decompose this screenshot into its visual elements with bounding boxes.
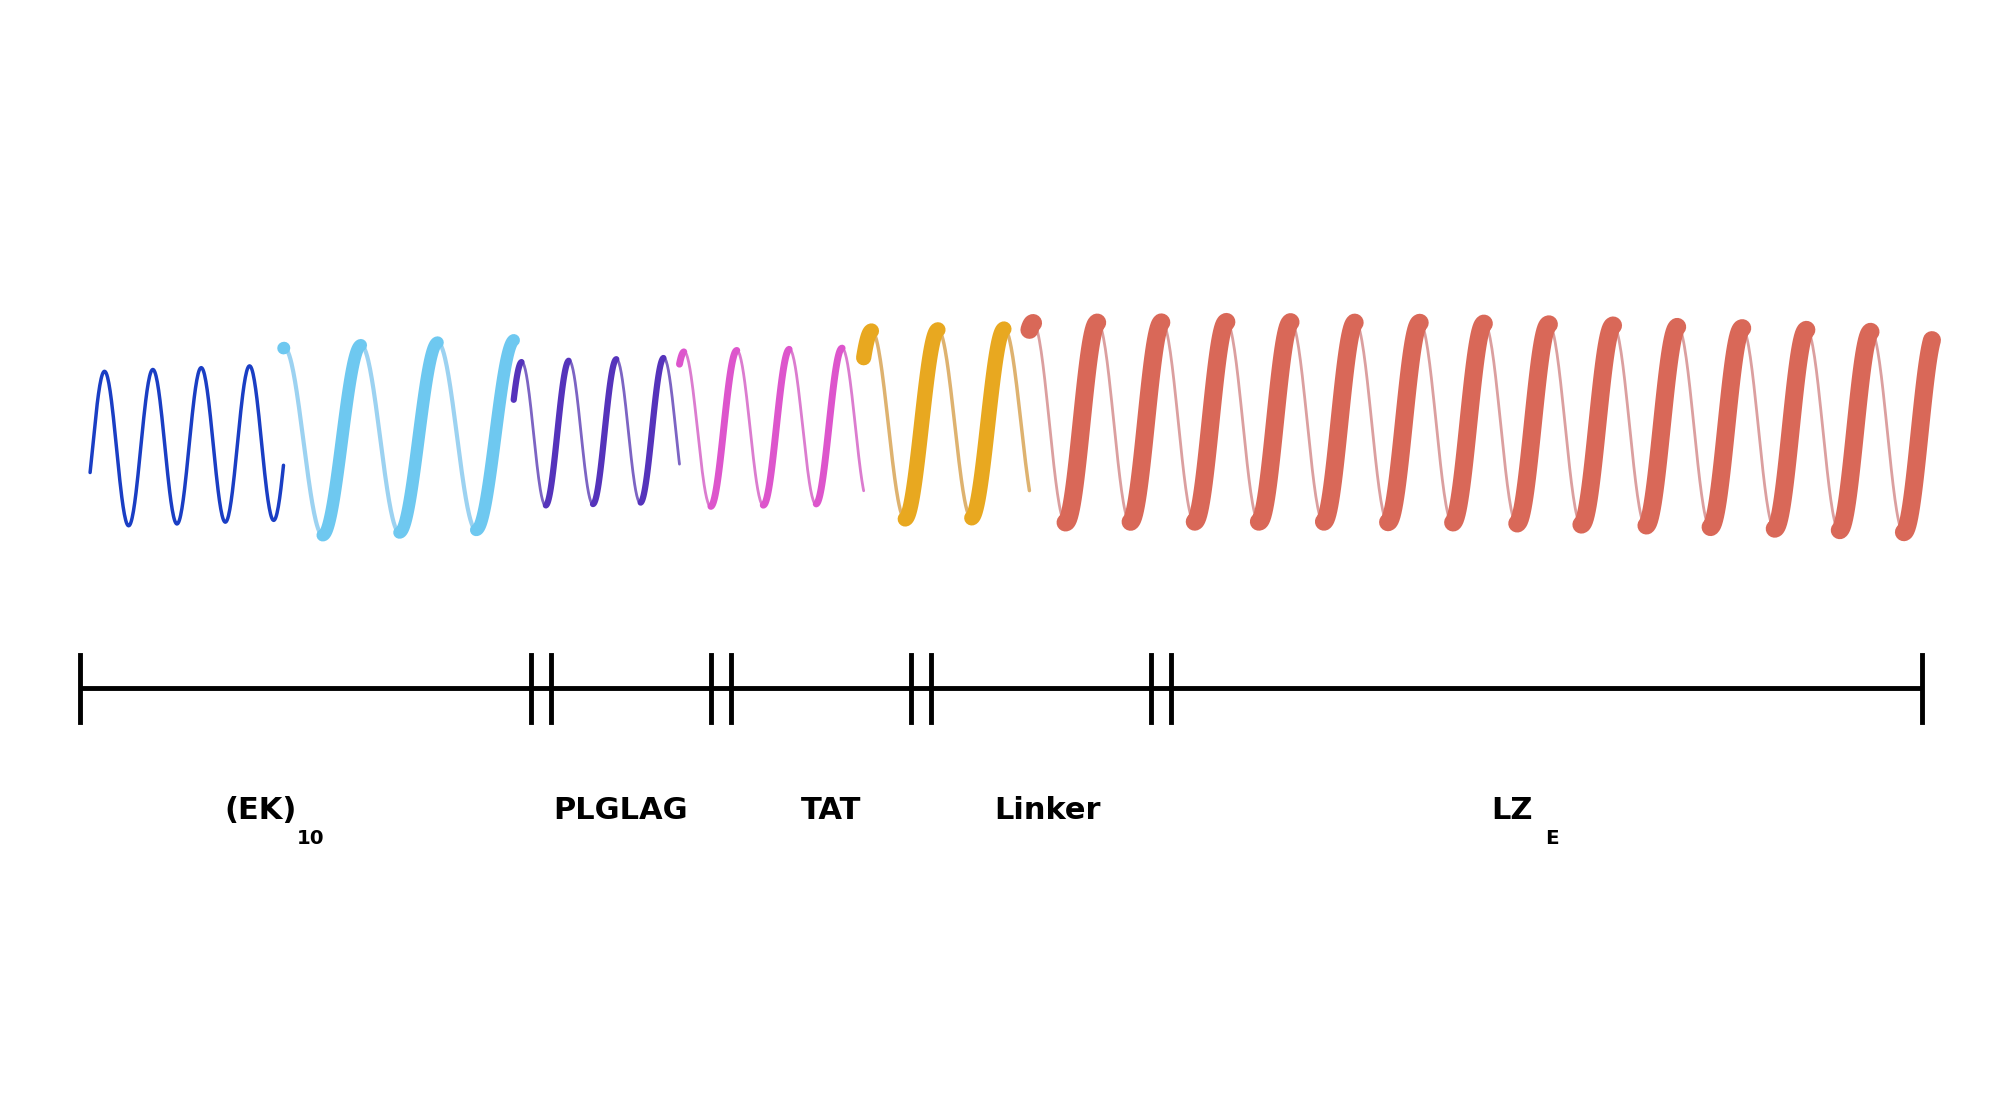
Text: PLGLAG: PLGLAG xyxy=(553,796,689,825)
Text: LZ: LZ xyxy=(1491,796,1532,825)
Text: TAT: TAT xyxy=(801,796,861,825)
Text: Linker: Linker xyxy=(993,796,1101,825)
Text: (EK): (EK) xyxy=(224,796,296,825)
Text: 10: 10 xyxy=(296,828,324,848)
Text: E: E xyxy=(1546,828,1558,848)
